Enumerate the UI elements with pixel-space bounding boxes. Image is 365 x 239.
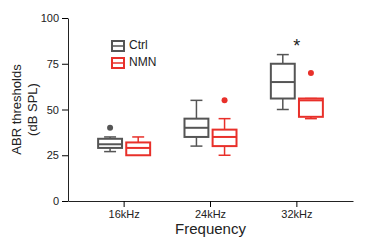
legend-label: NMN: [129, 55, 156, 69]
y-axis-title-line: (dB SPL): [25, 83, 40, 136]
y-tick-mark: [62, 155, 68, 156]
whisker-cap: [132, 136, 144, 138]
box: [184, 119, 208, 137]
whisker-cap: [104, 151, 116, 153]
legend-item: NMN: [112, 55, 156, 69]
x-tick-mark: [210, 201, 211, 207]
box-series: [126, 70, 323, 155]
whisker-cap: [277, 54, 289, 56]
whisker-cap: [190, 145, 202, 147]
y-tick-label: 25: [47, 149, 59, 161]
marks: [98, 55, 323, 156]
whisker: [282, 55, 284, 64]
whisker: [224, 119, 226, 130]
box: [98, 139, 122, 148]
box: [271, 64, 295, 99]
legend-label: Ctrl: [129, 38, 148, 52]
y-tick-mark: [62, 64, 68, 65]
box-series: [98, 55, 295, 152]
median: [126, 147, 150, 149]
x-tick: 24kHz: [195, 201, 226, 220]
x-axis-title: Frequency: [175, 220, 246, 237]
y-axis-title: ABR thresholds(dB SPL): [9, 64, 40, 155]
whisker-cap: [104, 136, 116, 138]
annotation: *: [293, 36, 300, 56]
y-tick: 75: [47, 58, 68, 70]
whisker: [196, 100, 198, 118]
whisker-cap: [219, 118, 231, 120]
x-tick: 32kHz: [281, 201, 312, 220]
x-tick: 16kHz: [109, 201, 140, 220]
box: [126, 142, 150, 155]
y-tick: 100: [41, 12, 68, 24]
x-tick-label: 24kHz: [195, 208, 226, 220]
box: [213, 130, 237, 146]
x-axis: 16kHz 24kHz 32kHz: [69, 201, 354, 220]
legend-swatch: [112, 41, 124, 51]
median: [184, 127, 208, 129]
y-tick-mark: [62, 110, 68, 111]
whisker-cap: [277, 109, 289, 111]
median: [271, 81, 295, 83]
whisker-cap: [305, 118, 317, 120]
y-tick-mark: [62, 201, 68, 202]
x-tick-mark: [124, 201, 125, 207]
legend-swatch-line: [112, 45, 124, 47]
x-tick-label: 32kHz: [281, 208, 312, 220]
outlier: [107, 125, 113, 131]
y-tick: 50: [47, 104, 68, 116]
y-tick: 0: [53, 195, 68, 207]
legend-swatch-line: [112, 62, 124, 64]
y-tick-label: 0: [53, 195, 59, 207]
whisker-cap: [219, 155, 231, 157]
y-axis-line: [68, 19, 69, 202]
whisker-cap: [190, 100, 202, 102]
median: [213, 136, 237, 138]
whisker: [196, 137, 198, 146]
y-tick-label: 100: [41, 12, 59, 24]
median: [299, 99, 323, 101]
y-axis: 0 25 50 75 100: [41, 12, 69, 207]
outlier: [222, 97, 228, 103]
box: [299, 99, 323, 117]
y-tick: 25: [47, 149, 68, 161]
outlier: [308, 70, 314, 76]
legend-item: Ctrl: [112, 38, 148, 52]
y-tick-label: 50: [47, 104, 59, 116]
legend: Ctrl NMN: [112, 38, 156, 69]
whisker: [224, 146, 226, 155]
median: [98, 143, 122, 145]
y-axis-title-line: ABR thresholds: [9, 64, 24, 155]
whisker: [282, 99, 284, 110]
x-tick-label: 16kHz: [109, 208, 140, 220]
legend-swatch: [112, 58, 124, 68]
y-tick-mark: [62, 18, 68, 19]
y-tick-label: 75: [47, 58, 59, 70]
x-tick-mark: [296, 201, 297, 207]
